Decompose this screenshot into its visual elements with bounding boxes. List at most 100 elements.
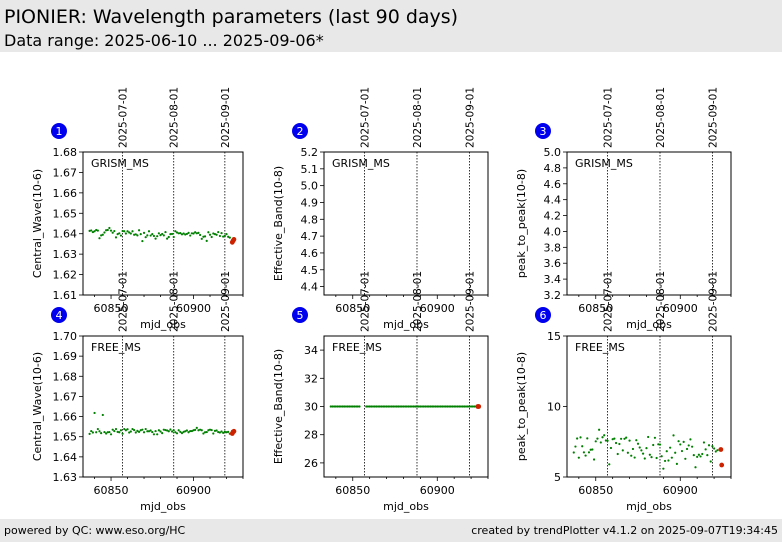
- panel-1-number-label: 1: [56, 125, 63, 138]
- panel-1-x-axis-label: mjd_obs: [140, 318, 186, 331]
- panel-1-data-point: [203, 235, 207, 238]
- panel-5-data-point: [409, 405, 412, 408]
- panel-1-data-point: [199, 233, 202, 237]
- panel-5-data-point: [448, 405, 451, 408]
- panel-5-data-point: [469, 405, 473, 408]
- panel-1-data-point: [182, 232, 185, 235]
- panel-5-data-point: [349, 405, 353, 408]
- panel-3-number-badge: [535, 123, 551, 139]
- panel-5-data-point: [338, 405, 341, 408]
- panel-2-y-tick-label: 4.5: [301, 264, 319, 277]
- panel-3-x-tick-label: 60900: [663, 302, 698, 315]
- panel-2-y-tick-label: 5.1: [301, 163, 319, 176]
- panel-6-data-point: [596, 437, 599, 440]
- panel-4-x-tick-label: 60900: [176, 484, 211, 497]
- panel-5-data-point: [371, 405, 375, 408]
- panel-4-data-point: [215, 429, 218, 432]
- panel-1-data-point: [95, 228, 98, 232]
- panel-4-y-tick-label: 1.69: [53, 350, 78, 363]
- panel-5-data-point: [334, 405, 337, 408]
- panel-4-data-point: [114, 427, 118, 431]
- panel-1-data-point: [225, 233, 228, 236]
- panel-4-data-point: [146, 430, 149, 433]
- panel-6-data-point: [674, 451, 677, 454]
- panel-6-data-point: [675, 462, 678, 465]
- panel-6-data-point: [576, 437, 579, 440]
- panel-1-data-point: [161, 232, 164, 236]
- panel-4-data-point: [141, 428, 144, 431]
- panel-5-data-point: [341, 405, 344, 408]
- panel-6-data-point: [647, 435, 650, 439]
- panel-6-data-point: [702, 441, 706, 444]
- panel-4-data-point: [218, 431, 222, 434]
- panel-6-y-tick-label: 10: [547, 401, 561, 414]
- panel-4-y-tick-label: 1.68: [53, 370, 78, 383]
- panel-5-data-point: [348, 405, 351, 408]
- panel-1-data-point: [169, 233, 172, 236]
- panel-4-data-point: [116, 430, 119, 433]
- panel-4-data-point: [98, 430, 101, 433]
- panel-4-data-point: [220, 430, 223, 433]
- panel-6-data-point: [609, 446, 613, 450]
- panel-4-y-tick-label: 1.64: [53, 451, 78, 464]
- panel-2-y-tick-label: 4.9: [301, 196, 319, 209]
- panel-1-data-point: [119, 234, 123, 237]
- panel-4-number-label: 4: [56, 309, 63, 322]
- panel-4-data-point: [111, 428, 114, 431]
- panel-5-y-tick-label: 30: [304, 401, 318, 414]
- panel-4-data-point: [169, 428, 172, 431]
- panel-6-data-point: [697, 453, 700, 456]
- panel-6-data-point: [579, 436, 582, 439]
- panel-6-data-point: [665, 450, 668, 453]
- panel-4-data-point: [212, 432, 215, 435]
- panel-3-x-tick-label: 60850: [578, 302, 613, 315]
- panel-5-data-point: [458, 405, 461, 408]
- page-title: PIONIER: Wavelength parameters (last 90 …: [4, 6, 459, 28]
- panel-6-x-tick-label: 60850: [578, 484, 613, 497]
- panel-2-y-tick-label: 5.0: [301, 180, 319, 193]
- panel-5-data-point: [385, 405, 388, 408]
- panel-5-data-point: [446, 405, 449, 408]
- panel-1-y-tick-label: 1.62: [53, 269, 78, 282]
- panel-4-data-point: [166, 429, 169, 432]
- panel-6-data-point: [672, 434, 675, 437]
- panel-5-data-point: [412, 405, 415, 408]
- panel-1-data-point: [162, 234, 165, 237]
- panel-4-data-point: [187, 431, 190, 434]
- panel-1-data-point: [222, 235, 225, 238]
- panel-6-data-point: [626, 451, 629, 454]
- panel-1-data-point: [106, 228, 109, 232]
- panel-4-recent-point: [231, 428, 237, 434]
- panel-6-x-tick-label: 60900: [663, 484, 698, 497]
- panel-1-data-point: [189, 234, 192, 237]
- panel-4-data-point: [208, 428, 212, 431]
- panel-6-data-point: [599, 441, 602, 444]
- panel-5-y-tick-label: 32: [304, 372, 318, 385]
- panel-5-recent-point: [476, 404, 482, 409]
- panel-3-number-label: 3: [540, 125, 547, 138]
- panel-4-data-point: [179, 430, 182, 433]
- panel-1-data-point: [93, 230, 96, 233]
- panel-4-data-point: [152, 433, 156, 436]
- panel-2-y-tick-label: 4.8: [301, 213, 319, 226]
- panel-4-data-point: [108, 430, 111, 434]
- panel-4-data-point: [124, 429, 127, 432]
- panel-1-data-point: [164, 230, 167, 234]
- panel-2-date-marker-label: 2025-09-01: [464, 87, 476, 148]
- panel-1-data-point: [192, 232, 195, 235]
- panel-5-number-label: 5: [297, 309, 304, 322]
- panel-4-data-point: [149, 429, 152, 432]
- panel-1-data-point: [177, 232, 180, 235]
- panel-6-data-point: [711, 445, 714, 448]
- panel-5-date-marker-label: 2025-08-01: [412, 271, 424, 332]
- panel-4-data-point: [227, 430, 230, 433]
- panel-6-data-point: [606, 439, 609, 442]
- panel-1-data-point: [133, 233, 136, 236]
- panel-3-frame: [566, 151, 732, 296]
- panel-4-x-tick-label: 60850: [94, 484, 129, 497]
- panel-5-data-point: [373, 405, 376, 408]
- panel-5-data-point: [463, 405, 466, 408]
- panel-5-data-point: [395, 405, 398, 408]
- panel-6-data-point: [572, 451, 575, 454]
